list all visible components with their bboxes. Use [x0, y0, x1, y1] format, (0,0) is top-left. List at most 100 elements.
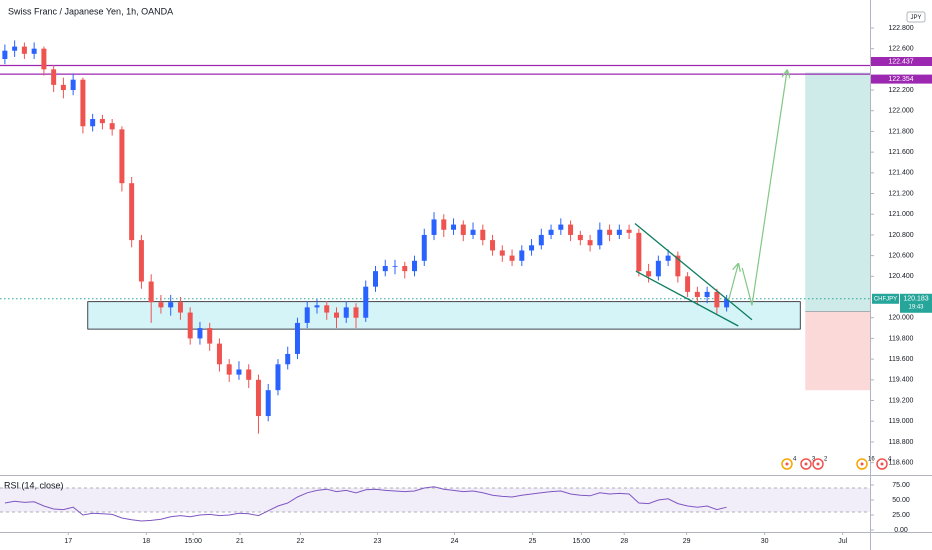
currency-badge-box[interactable] — [906, 11, 926, 23]
candle-body — [431, 219, 437, 235]
event-count: 2 — [824, 457, 828, 463]
event-icon-dot — [860, 462, 864, 466]
rsi-y-tick-label: 25.00 — [892, 512, 910, 519]
y-tick-label: 121.800 — [888, 128, 913, 135]
forecast-arrow[interactable] — [741, 70, 787, 306]
candle-body — [119, 129, 125, 184]
event-count: 4 — [793, 457, 797, 463]
candle-body — [129, 183, 135, 241]
y-tick-label: 118.800 — [889, 439, 914, 446]
candle-body — [177, 302, 183, 313]
rsi-y-tick-label: 75.00 — [892, 482, 910, 489]
candle-body — [70, 79, 76, 91]
y-tick-label: 122.000 — [888, 108, 913, 115]
candle-body — [207, 328, 213, 344]
candle-body — [412, 260, 418, 272]
x-tick-label: 15:00 — [573, 538, 591, 545]
chart-title: Swiss Franc / Japanese Yen, 1h, OANDA — [8, 6, 173, 16]
candle-body — [21, 46, 27, 54]
level-label-box — [871, 74, 932, 84]
y-tick-label: 122.800 — [888, 25, 913, 32]
candle-body — [187, 312, 193, 339]
symbol-label: CHFJPY — [874, 296, 897, 302]
candle-body — [265, 390, 271, 417]
candle-body — [538, 234, 544, 246]
last-price-box — [900, 293, 932, 313]
rsi-y-tick-label: 50.00 — [892, 497, 910, 504]
candle-body — [333, 312, 339, 318]
y-tick-label: 120.600 — [888, 252, 913, 259]
candle-body — [138, 240, 144, 282]
x-tick-label: 30 — [761, 538, 769, 545]
forecast-arrow[interactable] — [728, 264, 739, 301]
candle-body — [451, 224, 457, 230]
y-tick-label: 119.800 — [889, 335, 914, 342]
candle-body — [275, 364, 281, 391]
candle-body — [41, 48, 47, 70]
candle-body — [285, 353, 291, 365]
candle-body — [421, 234, 427, 261]
candle-body — [382, 265, 388, 272]
currency-badge[interactable]: JPY — [910, 15, 921, 21]
candle-body — [216, 343, 222, 365]
level-label: 122.437 — [888, 58, 913, 65]
candle-body — [304, 307, 310, 323]
candle-body — [675, 255, 681, 277]
candle-body — [655, 260, 661, 277]
event-count: 3 — [812, 457, 816, 463]
wedge-line[interactable] — [634, 223, 753, 321]
symbol-label-box — [872, 293, 899, 304]
stop-zone[interactable] — [805, 311, 870, 391]
event-icon-dot — [816, 462, 820, 466]
event-count: 16 — [868, 457, 875, 463]
target-zone[interactable] — [805, 72, 870, 312]
candle-body — [509, 255, 515, 261]
support-zone[interactable] — [87, 301, 801, 330]
candle-body — [587, 240, 593, 246]
candle-body — [90, 119, 96, 127]
candle-body — [714, 291, 720, 308]
y-tick-label: 120.400 — [888, 273, 913, 280]
candle-body — [12, 46, 18, 51]
rsi-pane — [0, 486, 870, 522]
candle-body — [373, 271, 379, 287]
candle-body — [470, 229, 476, 235]
x-tick-label: 18 — [142, 538, 150, 545]
candle-body — [60, 84, 66, 91]
candle-body — [226, 364, 232, 375]
candle-body — [246, 369, 252, 380]
y-tick-label: 120.800 — [888, 232, 913, 239]
y-tick-label: 118.600 — [889, 459, 914, 466]
y-tick-label: 121.600 — [888, 149, 913, 156]
candle-body — [31, 48, 37, 54]
candle-body — [168, 302, 174, 308]
candle-body — [402, 265, 408, 272]
candle-body — [646, 271, 652, 277]
y-tick-label: 120.000 — [888, 315, 913, 322]
last-price-label: 120.183 — [903, 296, 928, 303]
candle-body — [197, 328, 203, 339]
x-tick-label: 22 — [297, 538, 305, 545]
y-tick-label: 122.600 — [888, 45, 913, 52]
candle-body — [529, 245, 535, 251]
x-tick-label: 29 — [683, 538, 691, 545]
candle-body — [363, 286, 369, 318]
main-pane — [0, 40, 870, 434]
candle-body — [499, 250, 505, 256]
candle-body — [577, 234, 583, 241]
event-count: 4 — [888, 457, 892, 463]
candle-body — [558, 224, 564, 230]
wedge-line[interactable] — [635, 270, 739, 327]
candle-body — [460, 224, 466, 235]
x-tick-label: 17 — [64, 538, 72, 545]
candle-body — [519, 250, 525, 261]
candle-body — [2, 50, 8, 59]
y-tick-label: 119.600 — [889, 356, 914, 363]
rsi-line — [4, 486, 727, 522]
rsi-band — [0, 488, 870, 512]
rsi-title: RSI (14, close) — [4, 480, 64, 490]
candle-body — [704, 291, 710, 298]
